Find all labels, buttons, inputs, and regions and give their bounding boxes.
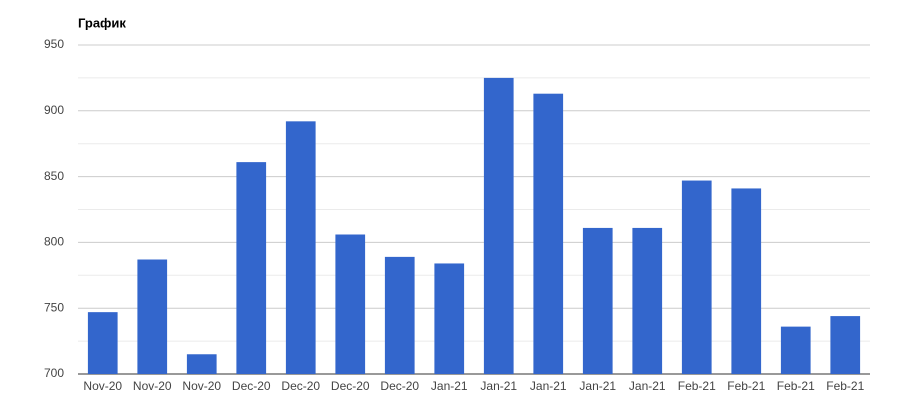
y-tick-label: 800 [44,235,64,249]
x-tick-label: Jan-21 [431,379,468,393]
x-tick-label: Jan-21 [579,379,616,393]
x-tick-label: Feb-21 [826,379,864,393]
bar [384,256,415,374]
y-tick-label: 750 [44,300,64,314]
bar [681,180,712,374]
bar [533,93,564,374]
bar [780,326,811,374]
x-tick-label: Dec-20 [281,379,320,393]
x-tick-label: Dec-20 [232,379,271,393]
bar [186,354,217,374]
y-tick-label: 900 [44,103,64,117]
chart-title: График [78,15,126,30]
bar [137,259,168,374]
bar [731,188,762,374]
x-tick-label: Feb-21 [678,379,716,393]
x-tick-label: Nov-20 [133,379,172,393]
x-tick-label: Dec-20 [331,379,370,393]
x-tick-label: Nov-20 [182,379,221,393]
y-tick-label: 850 [44,169,64,183]
x-tick-label: Jan-21 [480,379,517,393]
y-tick-label: 700 [44,366,64,380]
bar [434,263,465,374]
x-tick-label: Feb-21 [727,379,765,393]
bar [582,227,613,374]
x-tick-label: Feb-21 [777,379,815,393]
bar [483,77,514,375]
bar [285,121,316,374]
x-tick-label: Jan-21 [629,379,666,393]
bar [830,316,861,374]
bar [236,162,267,374]
bar [632,227,663,374]
bar [335,234,366,374]
x-tick-label: Nov-20 [83,379,122,393]
x-tick-label: Jan-21 [530,379,567,393]
x-tick-label: Dec-20 [380,379,419,393]
bar [87,312,118,374]
y-tick-label: 950 [44,37,64,51]
